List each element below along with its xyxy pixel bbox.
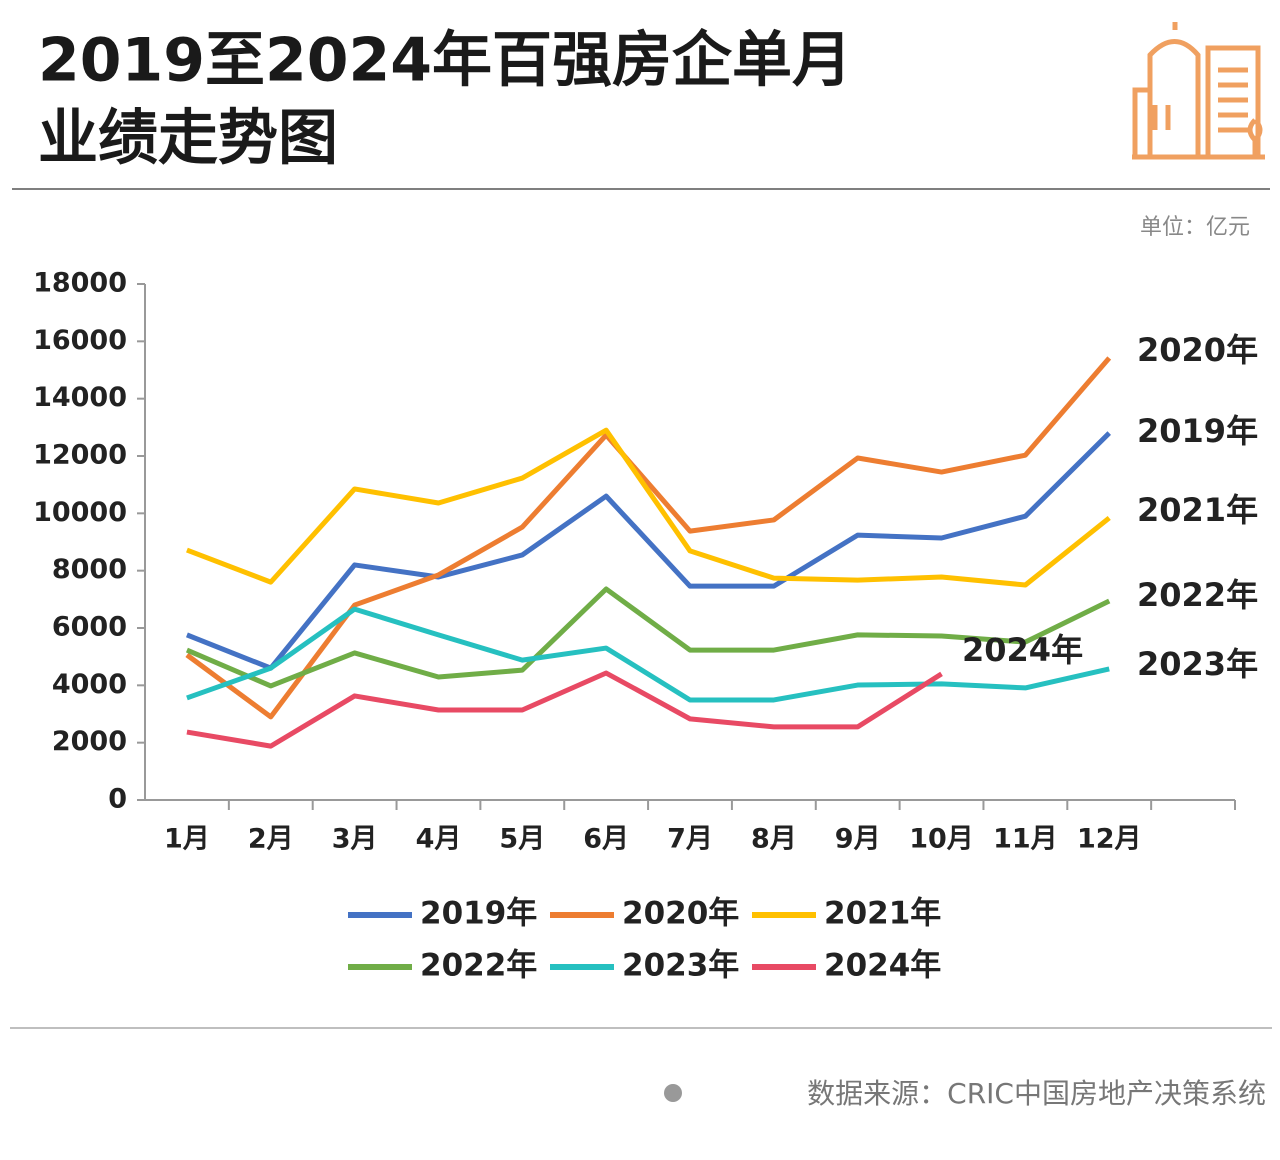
series-line	[185, 586, 1111, 689]
x-tick-label: 5月	[499, 824, 545, 855]
y-tick-label: 0	[108, 784, 127, 815]
x-tick-label: 1月	[164, 824, 210, 855]
source: 数据来源：CRIC中国房地产决策系统	[807, 1077, 1266, 1110]
end-label: 2023年	[1137, 645, 1258, 683]
end-label: 2022年	[1137, 576, 1258, 614]
legend-label: 2020年	[622, 896, 739, 932]
series-line	[185, 356, 1112, 720]
legend-label: 2019年	[420, 896, 537, 932]
x-tick-label: 12月	[1077, 824, 1142, 855]
y-tick-label: 18000	[33, 268, 127, 299]
x-tick-label: 9月	[835, 824, 881, 855]
building-icon	[1132, 22, 1265, 160]
end-label: 2021年	[1137, 491, 1258, 529]
y-tick-label: 16000	[33, 325, 127, 356]
x-tick-label: 6月	[583, 824, 629, 855]
y-tick-label: 12000	[33, 440, 127, 471]
x-tick-label: 10月	[909, 824, 974, 855]
legend-label: 2024年	[824, 948, 941, 984]
y-tick-label: 4000	[52, 669, 127, 700]
legend-label: 2022年	[420, 948, 537, 984]
legend-label: 2023年	[622, 948, 739, 984]
series-line	[186, 427, 1111, 588]
x-tick-label: 11月	[993, 824, 1058, 855]
series-line	[186, 670, 943, 749]
x-tick-label: 3月	[332, 824, 378, 855]
legend-label: 2021年	[824, 896, 941, 932]
unit-label: 单位：亿元	[1140, 215, 1250, 240]
x-tick-label: 7月	[667, 824, 713, 855]
y-tick-label: 14000	[33, 382, 127, 413]
y-tick-label: 2000	[52, 726, 127, 757]
y-tick-label: 8000	[52, 554, 127, 585]
chart-title: 2019至2024年百强房企单月	[38, 26, 852, 96]
x-tick-label: 4月	[416, 824, 462, 855]
chart-title: 业绩走势图	[38, 104, 338, 174]
bullet	[664, 1084, 682, 1102]
series-line	[186, 606, 1110, 703]
x-tick-label: 8月	[751, 824, 797, 855]
end-label: 2019年	[1137, 412, 1258, 450]
end-label: 2024年	[962, 631, 1083, 669]
series-line	[186, 431, 1111, 671]
y-tick-label: 6000	[52, 612, 127, 643]
end-label: 2020年	[1137, 331, 1258, 369]
x-tick-label: 2月	[248, 824, 294, 855]
y-tick-label: 10000	[33, 497, 127, 528]
